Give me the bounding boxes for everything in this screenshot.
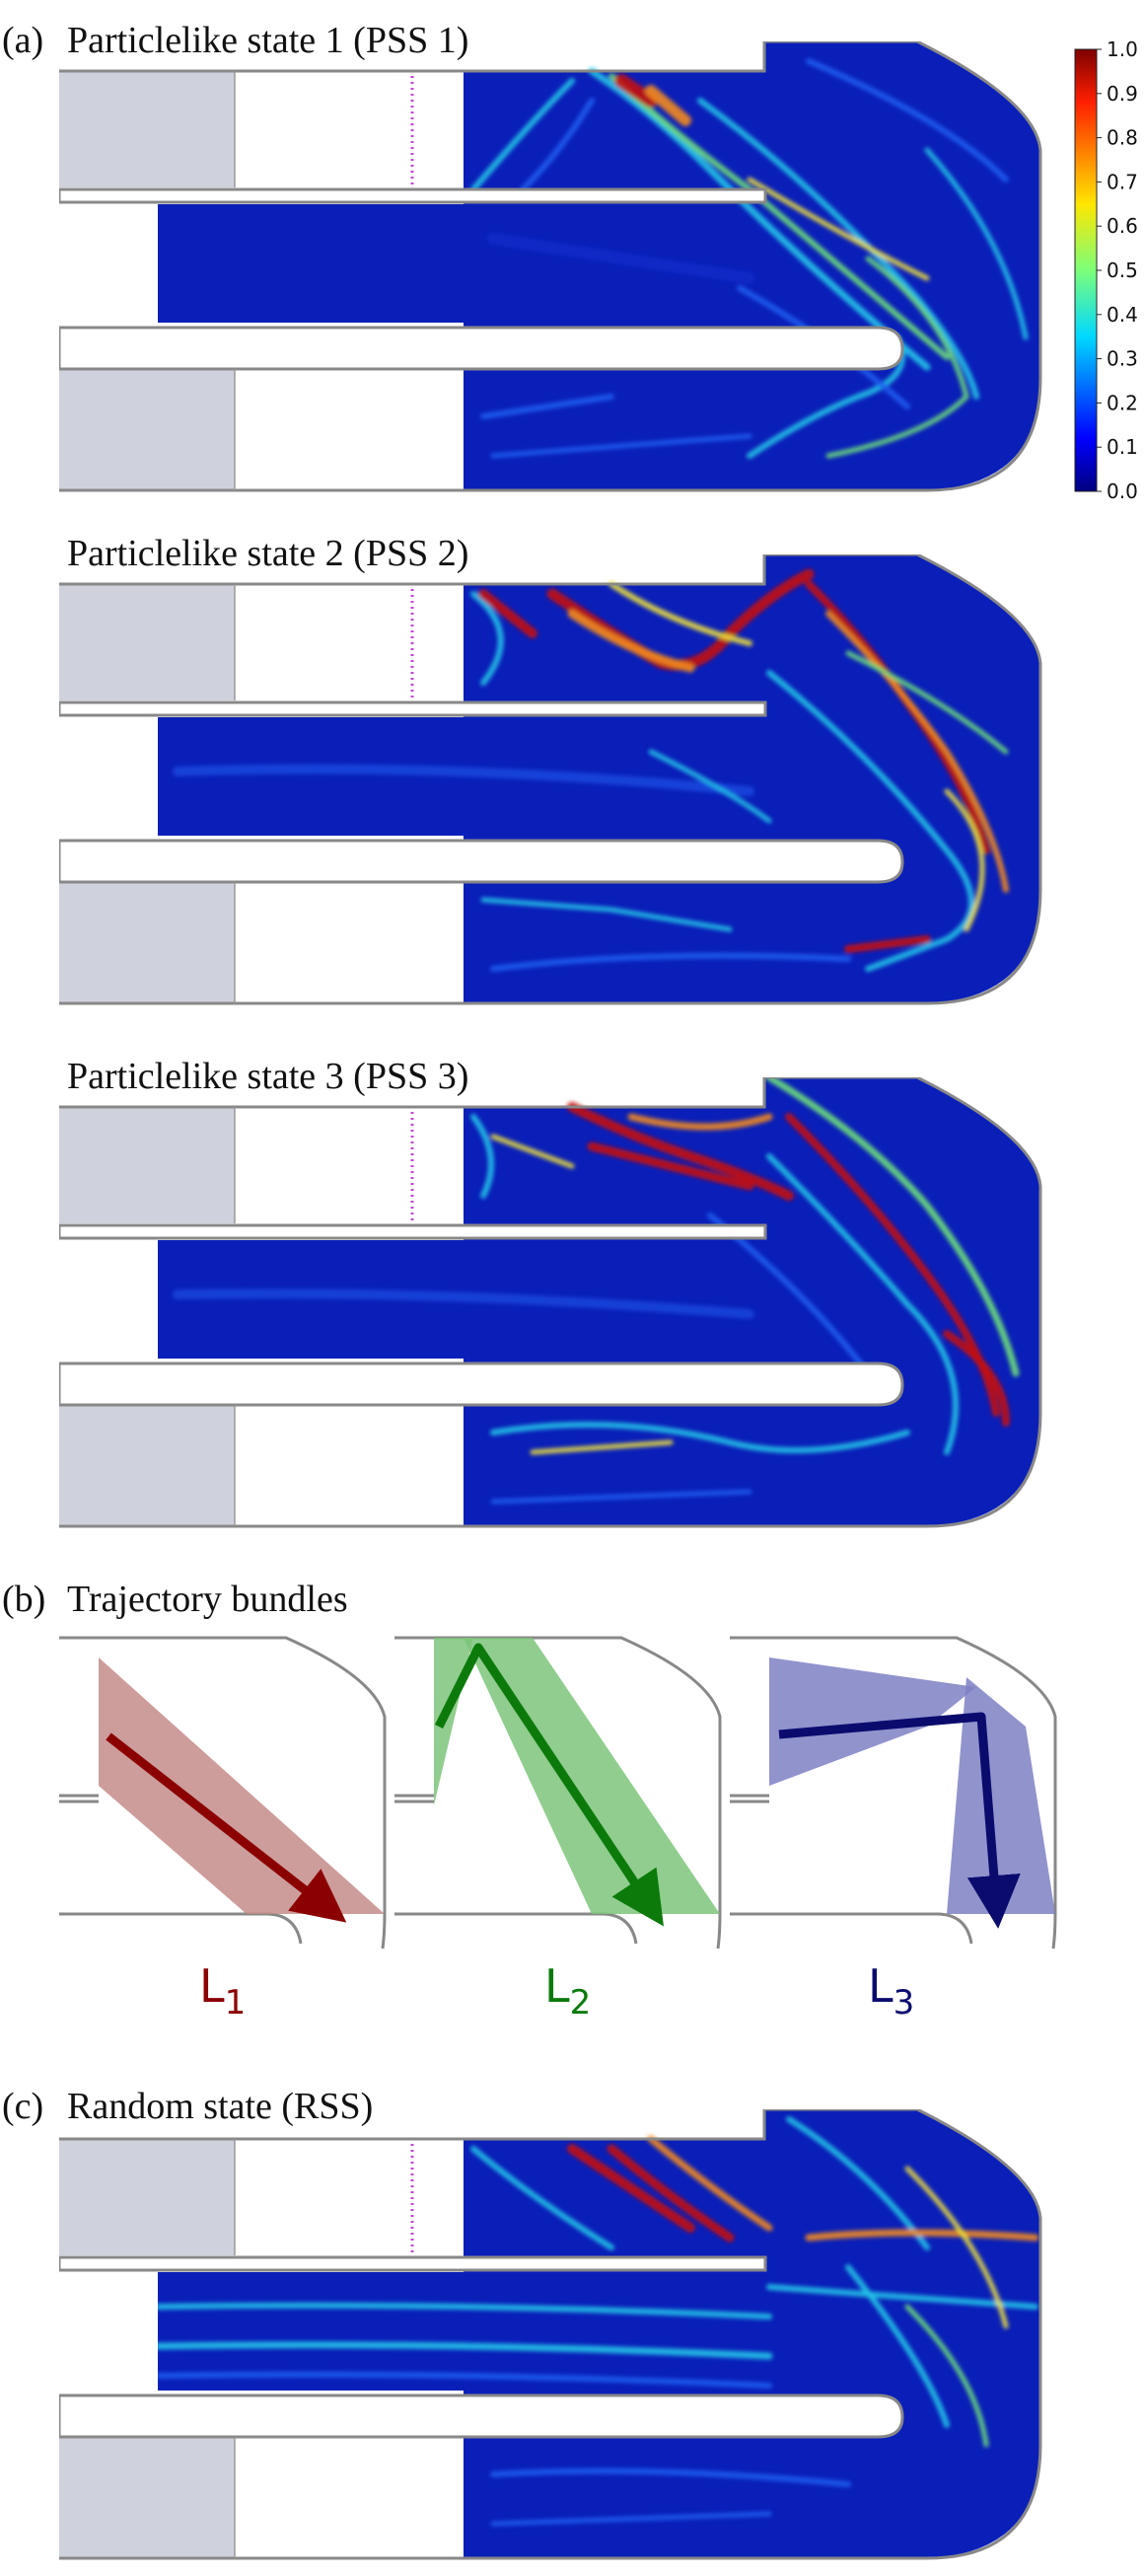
colorbar-tick: 0.1 bbox=[1107, 435, 1138, 459]
lead-bottom bbox=[59, 868, 235, 1003]
rss-heatmap bbox=[59, 2109, 1042, 2560]
bundle-1 bbox=[59, 1636, 387, 1950]
lead-top bbox=[59, 2139, 235, 2255]
colorbar-tick: 0.4 bbox=[1107, 303, 1138, 327]
panel-b-letter: (b) bbox=[2, 1579, 46, 1620]
lead-bottom bbox=[59, 2423, 235, 2558]
panel-c-letter: (c) bbox=[2, 2086, 44, 2127]
lead-top bbox=[59, 584, 235, 700]
bundle-3 bbox=[730, 1636, 1057, 1950]
colorbar-tick: 0.0 bbox=[1107, 479, 1138, 503]
bundle-label-3: L3 bbox=[868, 1959, 915, 2023]
pss2-heatmap bbox=[59, 554, 1042, 1005]
colorbar-gradient bbox=[1074, 48, 1098, 492]
lead-bottom bbox=[59, 1391, 235, 1526]
colorbar: 1.0 0.9 0.8 0.7 0.6 0.5 0.4 0.3 0.2 0.1 0.0 bbox=[1074, 39, 1138, 503]
trajectory-bundles bbox=[59, 1636, 1057, 1950]
bundles-title: Trajectory bundles bbox=[67, 1579, 348, 1620]
bundle-label-1: L1 bbox=[199, 1959, 247, 2023]
colorbar-tick: 1.0 bbox=[1107, 39, 1138, 61]
bundle-label-2: L2 bbox=[544, 1959, 592, 2023]
pss2-title: Particlelike state 2 (PSS 2) bbox=[67, 533, 469, 574]
pss1-title: Particlelike state 1 (PSS 1) bbox=[67, 20, 469, 61]
panel-a-letter: (a) bbox=[2, 20, 44, 61]
pss3-title: Particlelike state 3 (PSS 3) bbox=[67, 1056, 469, 1097]
colorbar-tick: 0.8 bbox=[1107, 126, 1138, 150]
colorbar-tick: 0.7 bbox=[1107, 170, 1138, 193]
lead-top bbox=[59, 71, 235, 187]
pss1-heatmap bbox=[59, 41, 1042, 492]
lead-top bbox=[59, 1107, 235, 1223]
colorbar-tick: 0.3 bbox=[1107, 347, 1138, 371]
colorbar-tick: 0.6 bbox=[1107, 214, 1138, 238]
colorbar-tick: 0.2 bbox=[1107, 391, 1138, 414]
rss-title: Random state (RSS) bbox=[67, 2086, 374, 2127]
lead-bottom bbox=[59, 355, 235, 490]
colorbar-tick: 0.5 bbox=[1107, 258, 1138, 282]
bundle-2 bbox=[394, 1636, 722, 1950]
colorbar-tick: 0.9 bbox=[1107, 82, 1138, 106]
pss3-heatmap bbox=[59, 1077, 1042, 1528]
